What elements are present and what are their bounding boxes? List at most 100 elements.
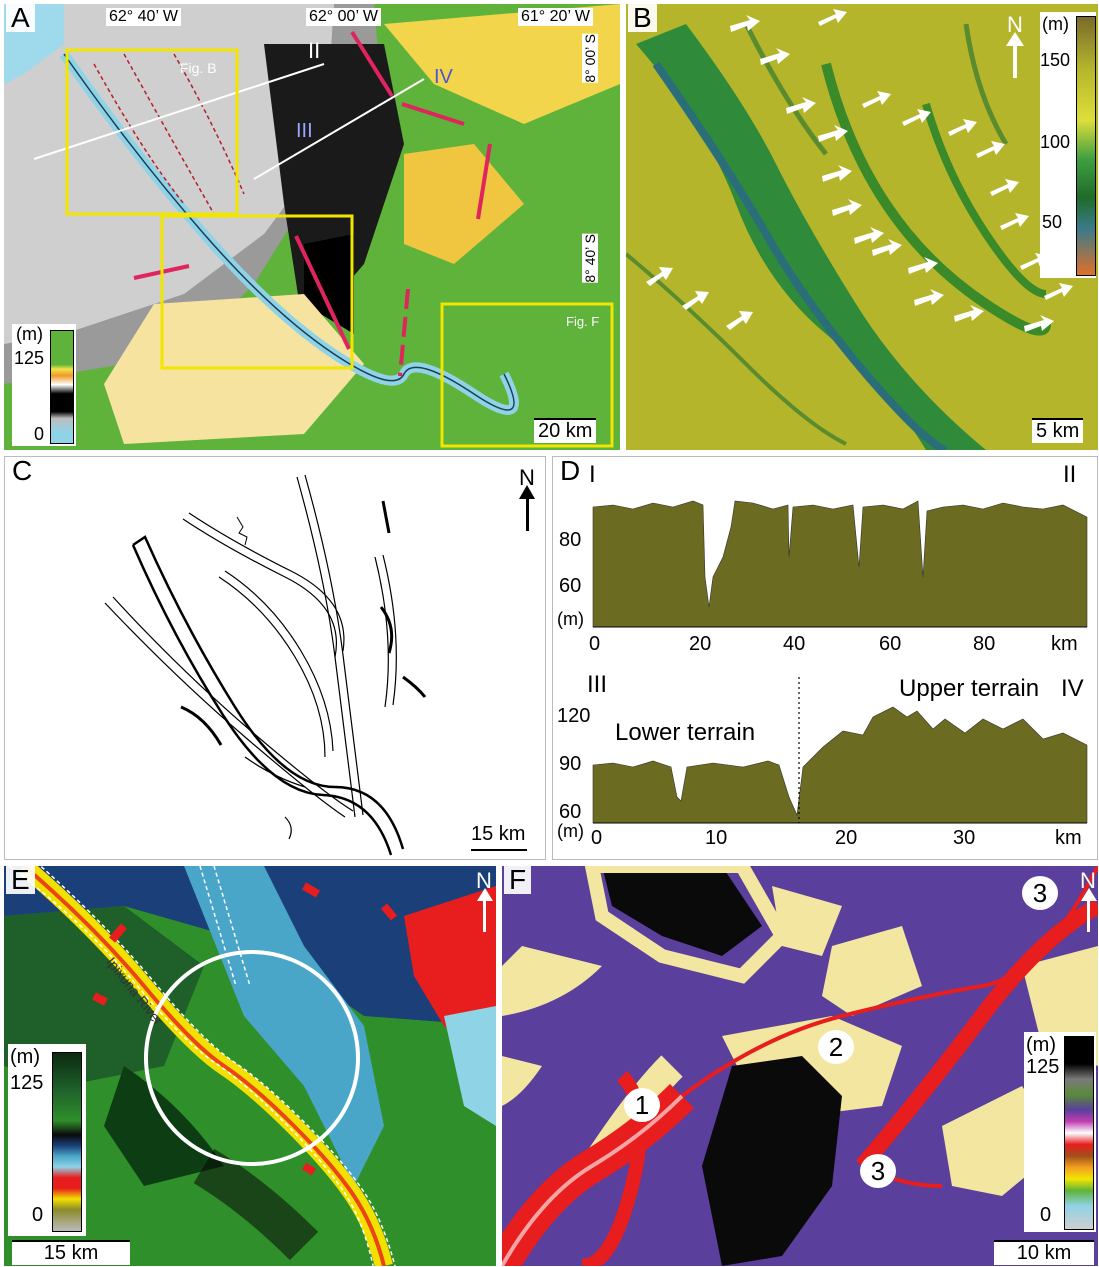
profile-2-xtick: 20 — [835, 827, 858, 849]
north-label: N — [476, 868, 492, 893]
profile-2-unit: (m) — [557, 821, 584, 841]
profile-1-start: I — [589, 461, 596, 488]
legend-unit: (m) — [16, 324, 43, 344]
panel-d: D I II 80 60 (m) 0 20 40 60 80 km III IV… — [552, 456, 1098, 860]
marker-2: 2 — [818, 1030, 854, 1064]
profile-line-1 — [33, 63, 325, 160]
scale-bar-b: 5 km — [1032, 418, 1084, 443]
north-arrow-icon — [1006, 32, 1024, 78]
profile-1-xtick: 20 — [689, 633, 712, 655]
legend-max: 125 — [10, 1072, 44, 1094]
panel-d-label: D — [560, 456, 581, 486]
north-label: N — [519, 465, 535, 490]
legend-max: 125 — [1026, 1056, 1060, 1078]
panel-b-label: B — [628, 4, 657, 32]
profile-2-ytick: 60 — [559, 801, 582, 823]
profile-2-start: III — [587, 671, 608, 698]
north-label: N — [1007, 12, 1023, 37]
panel-a: A 62° 40’ W 62° 00’ W 61° 20’ W 8° 00’ S… — [4, 4, 620, 450]
lon-label: 62° 40’ W — [106, 8, 181, 26]
profile-2-fill — [592, 706, 1088, 824]
lat-label: 8° 00’ S — [582, 34, 598, 83]
profile-1-xtick: 0 — [589, 633, 601, 655]
north-arrow-f: N — [1078, 868, 1098, 932]
legend-max: 125 — [14, 348, 45, 368]
fig-f-box — [440, 302, 614, 448]
legend-tick: 50 — [1042, 212, 1063, 232]
profile-1-xtick: 80 — [973, 633, 996, 655]
scale-bar-a: 20 km — [534, 418, 597, 443]
legend-colorbar — [1076, 16, 1096, 276]
legend-min: 0 — [32, 1204, 44, 1226]
arrow-markers — [646, 9, 1073, 332]
scale-bar-f: 10 km — [994, 1240, 1094, 1265]
profile-1-end: II — [1063, 461, 1077, 488]
panel-e: E Ipixuna River N (m) 125 0 15 km — [4, 866, 496, 1266]
profile-mark-ii: II — [308, 38, 321, 63]
profile-1-ytick: 60 — [559, 575, 582, 597]
profile-2-ytick: 90 — [559, 753, 582, 775]
upper-terrain-label: Upper terrain — [899, 675, 1040, 702]
panel-c-label: C — [12, 456, 33, 486]
legend-min: 0 — [34, 424, 45, 444]
profile-2-xtick: 30 — [953, 827, 976, 849]
profile-2-xtick: 10 — [705, 827, 728, 849]
fig-b-label: Fig. B — [180, 60, 217, 76]
legend-colorbar — [52, 1052, 82, 1232]
panel-c: C N 15 km — [4, 456, 546, 860]
north-arrow-icon — [518, 485, 535, 531]
marker-1: 1 — [624, 1088, 660, 1122]
north-arrow-icon — [476, 888, 493, 932]
highlight-box — [160, 214, 354, 370]
fault-line — [476, 143, 492, 220]
legend-unit: (m) — [1042, 14, 1069, 34]
legend-tick: 150 — [1040, 50, 1071, 70]
lat-label: 8° 40’ S — [582, 234, 598, 283]
legend-f: (m) 125 0 — [1024, 1032, 1096, 1232]
lower-terrain-label: Lower terrain — [615, 719, 756, 746]
profile-1-fill — [592, 500, 1088, 628]
marker-3: 3 — [860, 1154, 896, 1188]
fig-f-label: Fig. F — [566, 314, 600, 329]
legend-unit: (m) — [10, 1046, 40, 1068]
panel-a-map — [4, 4, 620, 450]
panel-f: F 1 2 3 3 N (m) 125 0 10 km — [502, 866, 1098, 1266]
scale-bar-line — [471, 849, 527, 851]
north-arrow-c: N — [515, 465, 539, 531]
panel-e-label: E — [6, 866, 35, 894]
panel-e-map — [4, 866, 496, 1266]
profile-mark-iv: IV — [434, 66, 453, 88]
panel-b-map — [626, 4, 1098, 450]
legend-a: (m) 125 0 — [12, 324, 76, 446]
legend-unit: (m) — [1026, 1034, 1056, 1056]
panel-f-map — [502, 866, 1098, 1266]
scale-bar-e: 15 km — [12, 1240, 130, 1265]
profile-1-xtick: 40 — [783, 633, 806, 655]
legend-e: (m) 125 0 — [8, 1044, 86, 1236]
legend-tick: 100 — [1040, 132, 1071, 152]
fault-line — [398, 288, 410, 377]
profile-2-xunit: km — [1055, 827, 1082, 849]
profile-2-ytick: 120 — [557, 705, 591, 727]
profile-1-ytick: 80 — [559, 529, 582, 551]
lon-label: 62° 00’ W — [306, 8, 381, 26]
legend-b: (m) 150 100 50 — [1040, 12, 1096, 278]
legend-min: 0 — [1040, 1204, 1052, 1226]
profile-1-unit: (m) — [557, 609, 584, 629]
panel-b: B N (m) 150 100 50 5 km — [626, 4, 1098, 450]
profile-1-xtick: 60 — [879, 633, 902, 655]
north-arrow-icon — [1080, 888, 1097, 932]
scale-bar-c: 15 km — [471, 823, 526, 845]
marker-3: 3 — [1022, 876, 1058, 910]
panel-a-label: A — [6, 4, 35, 32]
fig-b-box — [65, 48, 239, 216]
fault-line — [401, 102, 465, 126]
panel-d-profiles — [592, 500, 1088, 824]
fault-line — [294, 235, 351, 350]
profile-2-xtick: 0 — [591, 827, 603, 849]
north-arrow-e: N — [474, 868, 494, 932]
profile-mark-iii: III — [296, 120, 313, 142]
panel-f-label: F — [504, 866, 532, 894]
fault-line — [350, 30, 394, 98]
panel-c-drawing — [104, 474, 427, 856]
